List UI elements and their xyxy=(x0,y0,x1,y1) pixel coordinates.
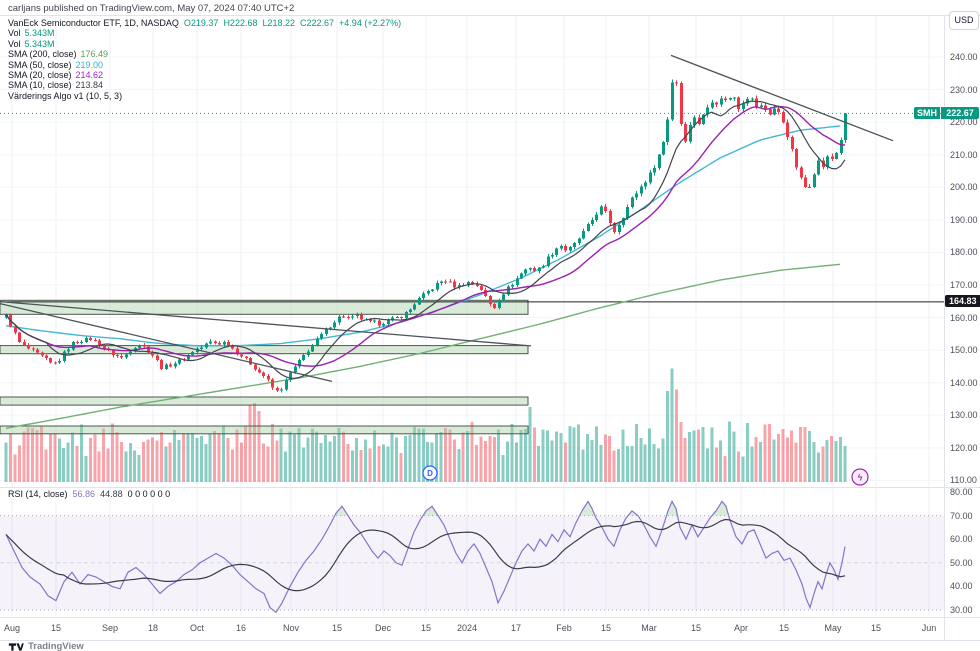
main-legend: VanEck Semiconductor ETF, 1D, NASDAQ O21… xyxy=(8,18,401,101)
last-price-label: SMH 222.67 xyxy=(914,107,979,119)
indicator-label: Värderings Algo v1 (10, 5, 3) xyxy=(8,90,123,101)
trendline xyxy=(0,300,532,347)
rsi-levels xyxy=(0,515,944,611)
time-axis-label: 15 xyxy=(778,623,790,633)
time-axis-label: Oct xyxy=(189,623,205,633)
dividend-marker xyxy=(422,465,438,481)
svg-text:D: D xyxy=(427,469,433,478)
time-axis-label: May xyxy=(824,623,842,633)
algo-values: 0 0 0 0 0 0 xyxy=(127,489,171,499)
symbol-tag: SMH xyxy=(914,107,940,119)
bolt-marker-icon xyxy=(851,468,869,486)
currency-button[interactable]: USD xyxy=(949,11,979,30)
svg-text:ϟ: ϟ xyxy=(858,473,863,483)
time-axis-label: 15 xyxy=(331,623,343,633)
ohlc-open: O219.37 xyxy=(183,18,219,28)
time-axis-label: Aug xyxy=(3,623,21,633)
time-axis-label: 15 xyxy=(50,623,62,633)
time-axis-label: 16 xyxy=(235,623,247,633)
legend-row-volume-2[interactable]: Vol 5.343M xyxy=(8,39,401,49)
rsi-ma-value: 44.88 xyxy=(100,489,123,499)
indicator-label: SMA (200, close) xyxy=(8,49,77,60)
footer-bar: TradingView xyxy=(0,640,980,651)
indicator-label: RSI (14, close) xyxy=(8,489,68,499)
rsi-value: 56.86 xyxy=(72,489,96,499)
legend-row-sma200[interactable]: SMA (200, close) 176.49 xyxy=(8,49,401,59)
time-axis-label: Nov xyxy=(282,623,300,633)
legend-row-sma10[interactable]: SMA (10, close) 213.84 xyxy=(8,80,401,90)
legend-row-sma20[interactable]: SMA (20, close) 214.62 xyxy=(8,70,401,80)
legend-row-volume-1[interactable]: Vol 5.343M xyxy=(8,28,401,38)
ohlc-low: L218.22 xyxy=(262,18,296,28)
time-axis-label: 15 xyxy=(420,623,432,633)
sma-10-line[interactable] xyxy=(5,100,846,380)
indicator-label: Vol xyxy=(8,38,21,49)
trendlines[interactable] xyxy=(0,54,894,383)
supply-demand-zones[interactable] xyxy=(0,299,529,435)
symbol-legend-row[interactable]: VanEck Semiconductor ETF, 1D, NASDAQ O21… xyxy=(8,18,401,28)
time-axis-label: Dec xyxy=(374,623,392,633)
indicator-value: 5.343M xyxy=(24,38,55,49)
pane-separators xyxy=(0,15,980,640)
symbol-title[interactable]: VanEck Semiconductor ETF, 1D, NASDAQ xyxy=(8,18,179,28)
time-axis-label: Jun xyxy=(921,623,937,633)
zone-rect xyxy=(0,396,529,406)
time-axis-label: Mar xyxy=(641,623,657,633)
trendline xyxy=(0,302,333,383)
time-axis-label: 17 xyxy=(510,623,522,633)
volume-series xyxy=(4,368,847,482)
zone-rect xyxy=(0,299,529,315)
time-axis-label: Apr xyxy=(733,623,749,633)
time-axis-label: 15 xyxy=(600,623,612,633)
trendline xyxy=(670,54,894,142)
ohlc-change: +4.94 (+2.27%) xyxy=(339,18,402,28)
rsi-ma-line[interactable] xyxy=(5,518,846,592)
indicator-label: SMA (20, close) xyxy=(8,70,72,81)
rsi-line[interactable] xyxy=(5,500,846,614)
indicator-label: Vol xyxy=(8,28,21,39)
time-axis-label: 18 xyxy=(147,623,159,633)
last-price-value: 222.67 xyxy=(941,107,979,119)
sma-200-line[interactable] xyxy=(5,263,841,429)
time-axis-label: 2024 xyxy=(456,623,478,633)
sma-20-line[interactable] xyxy=(5,105,846,367)
level-price-label: 164.83 xyxy=(945,295,980,307)
time-axis[interactable]: Aug 15 Sep 18 Oct 16 Nov 15 Dec 15 2024 17 Feb 15 Mar 1… xyxy=(0,623,944,639)
indicator-value: 219.00 xyxy=(75,59,104,70)
time-axis-label: Sep xyxy=(101,623,119,633)
indicator-value: 213.84 xyxy=(75,80,104,91)
time-axis-label: 15 xyxy=(870,623,882,633)
rsi-legend-row[interactable]: RSI (14, close) 56.86 44.88 0 0 0 0 0 0 xyxy=(8,489,170,499)
candlestick-series xyxy=(5,79,847,393)
footer-brand-text[interactable]: TradingView xyxy=(28,641,84,651)
ohlc-close: C222.67 xyxy=(300,18,335,28)
tradingview-logo[interactable] xyxy=(8,642,24,651)
time-axis-label: 15 xyxy=(690,623,702,633)
gridlines xyxy=(0,16,944,617)
indicator-label: SMA (10, close) xyxy=(8,80,72,91)
legend-row-sma50[interactable]: SMA (50, close) 219.00 xyxy=(8,60,401,70)
indicator-value: 176.49 xyxy=(80,49,109,60)
time-axis-label: Feb xyxy=(556,623,572,633)
indicator-label: SMA (50, close) xyxy=(8,59,72,70)
indicator-value: 5.343M xyxy=(24,28,55,39)
attribution-text: carljans published on TradingView.com, M… xyxy=(8,3,295,14)
legend-row-algo[interactable]: Värderings Algo v1 (10, 5, 3) xyxy=(8,91,401,101)
zone-rect xyxy=(0,425,529,435)
indicator-value: 214.62 xyxy=(75,70,104,81)
ohlc-high: H222.68 xyxy=(223,18,258,28)
